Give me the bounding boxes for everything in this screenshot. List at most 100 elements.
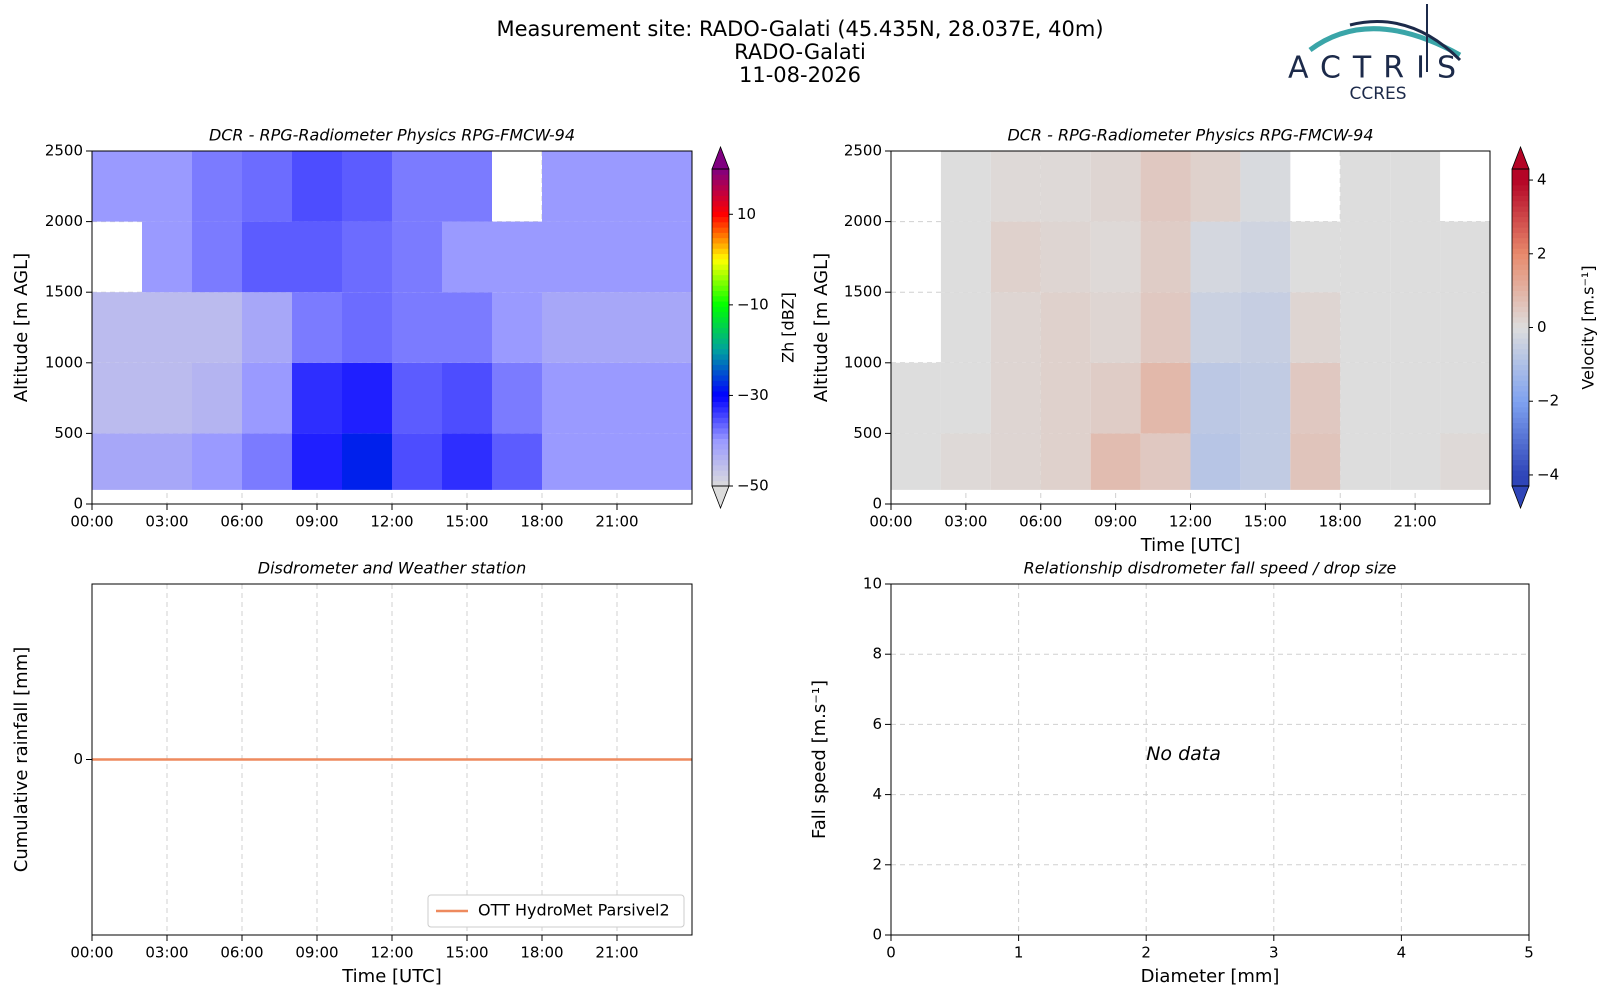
x-tick-label: 21:00: [1394, 513, 1437, 531]
heat-cell: [1190, 292, 1241, 363]
heat-cell: [642, 433, 692, 490]
heat-cell: [1440, 221, 1490, 293]
heat-cell: [292, 151, 342, 222]
y-axis-label: Cumulative rainfall [mm]: [11, 647, 32, 873]
heat-cell: [392, 292, 442, 363]
heat-cell: [292, 292, 342, 363]
colorbar-step: [1512, 459, 1529, 466]
x-tick-label: 18:00: [520, 944, 563, 962]
y-tick-label: 2000: [844, 212, 882, 230]
heat-cell: [1040, 151, 1091, 222]
colorbar-step: [1512, 449, 1529, 455]
heat-cell: [1140, 151, 1191, 222]
colorbar-tick-label: −30: [737, 386, 769, 404]
heat-cell: [242, 292, 292, 363]
heat-cell: [642, 362, 692, 434]
heat-cell: [1340, 221, 1391, 293]
colorbar-step: [1512, 221, 1529, 228]
colorbar-step: [1512, 369, 1529, 376]
y-tick-label: 8: [872, 645, 882, 663]
y-tick-label: 4: [872, 785, 882, 803]
y-tick-label: 2000: [45, 212, 83, 230]
colorbar-step: [1512, 422, 1529, 429]
colorbar-step: [1512, 169, 1529, 175]
heat-cell: [1140, 362, 1191, 434]
colorbar-tick-label: −4: [1537, 465, 1559, 483]
heat-cell: [192, 292, 242, 363]
colorbar-extend: [711, 485, 730, 510]
heat-cell: [442, 292, 492, 363]
heat-cell: [442, 221, 492, 293]
colorbar-step: [712, 290, 729, 297]
heat-cell: [242, 221, 292, 293]
colorbar-step: [1512, 475, 1529, 482]
subplot-title: DCR - RPG-Radiometer Physics RPG-FMCW-94: [209, 126, 575, 145]
heat-cell: [342, 151, 392, 222]
colorbar-step: [712, 169, 729, 175]
heat-cell: [1090, 362, 1141, 434]
colorbar-step: [712, 364, 729, 371]
colorbar-step: [1512, 338, 1529, 344]
x-tick-label: 15:00: [445, 513, 488, 531]
x-tick-label: 09:00: [295, 944, 338, 962]
colorbar-step: [712, 253, 729, 260]
colorbar-step: [1512, 301, 1529, 307]
heat-cell: [1040, 362, 1091, 434]
y-tick-label: 6: [872, 715, 882, 733]
y-axis-label: Fall speed [m.s⁻¹]: [809, 680, 830, 839]
heat-cell: [940, 362, 991, 434]
y-axis-label: Altitude [m AGL]: [811, 253, 832, 402]
annotation: No data: [1146, 743, 1221, 765]
colorbar-step: [712, 396, 729, 402]
colorbar-step: [712, 322, 729, 328]
plot-frame: [91, 583, 693, 936]
colorbar-step: [1512, 232, 1529, 239]
heat-cell: [492, 292, 542, 363]
colorbar-step: [712, 406, 729, 413]
colorbar-step: [1512, 443, 1529, 450]
x-tick-label: 12:00: [370, 513, 413, 531]
heat-cell: [1440, 433, 1490, 490]
x-tick-label: 15:00: [445, 944, 488, 962]
plot-frame: [890, 583, 1530, 936]
colorbar-step: [1512, 253, 1529, 260]
x-tick-label: 21:00: [595, 513, 638, 531]
colorbar-step: [712, 311, 729, 318]
heat-cell: [492, 221, 542, 293]
heat-cell: [592, 151, 642, 222]
header-line: 11-08-2026: [739, 63, 861, 87]
colorbar-step: [712, 343, 729, 350]
heat-cell: [940, 221, 991, 293]
colorbar-tick-label: 4: [1537, 171, 1547, 189]
colorbar-step: [712, 390, 729, 397]
heat-cell: [192, 362, 242, 434]
colorbar-step: [712, 306, 729, 313]
y-tick-label: 500: [54, 424, 83, 442]
colorbar-step: [1512, 211, 1529, 218]
colorbar-step: [712, 454, 729, 461]
heat-cell: [1390, 362, 1441, 434]
heat-cell: [342, 221, 392, 293]
heat-cell: [92, 151, 142, 222]
colorbar-step: [712, 232, 729, 239]
colorbar-step: [1512, 385, 1529, 392]
colorbar-step: [712, 359, 729, 365]
heat-cell: [542, 433, 592, 490]
colorbar-step: [712, 380, 729, 387]
heat-cell: [940, 292, 991, 363]
x-tick-label: 03:00: [944, 513, 987, 531]
heat-cell: [542, 151, 592, 222]
heat-cell: [242, 151, 292, 222]
heat-cell: [940, 433, 991, 490]
colorbar-step: [1512, 348, 1529, 355]
legend-label: OTT HydroMet Parsivel2: [478, 901, 670, 920]
colorbar-step: [712, 332, 729, 339]
x-tick-label: 18:00: [1319, 513, 1362, 531]
colorbar-step: [1512, 375, 1529, 381]
heat-cell: [1140, 292, 1191, 363]
colorbar-step: [712, 433, 729, 439]
colorbar-step: [712, 470, 729, 476]
heat-cell: [1290, 292, 1341, 363]
colorbar-step: [1512, 179, 1529, 186]
colorbar-label: Velocity [m.s⁻¹]: [1579, 265, 1598, 389]
